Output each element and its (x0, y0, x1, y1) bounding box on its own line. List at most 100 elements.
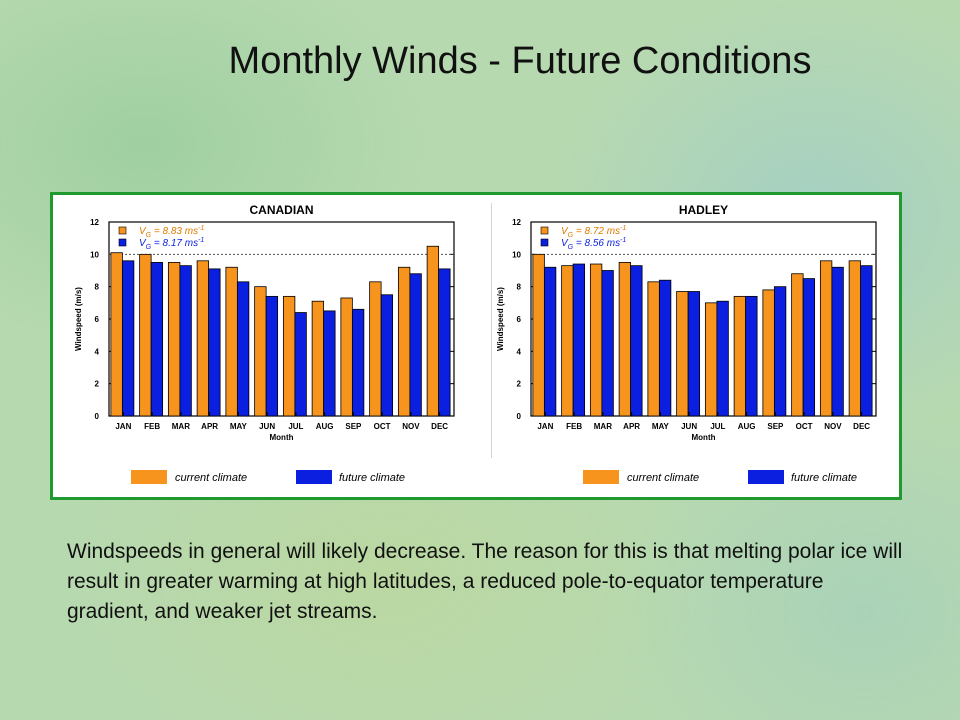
bar-current-aug (311, 300, 325, 417)
bar-current-mar (589, 263, 603, 417)
chart-title: CANADIAN (250, 203, 314, 217)
bar-future-jul (716, 300, 729, 417)
bar-future-jun (687, 291, 701, 417)
bar-future-aug (323, 310, 336, 417)
bar-current-apr (618, 262, 632, 417)
y-tick-label: 12 (90, 218, 99, 227)
y-tick-label: 4 (517, 347, 522, 356)
chart-title: HADLEY (679, 203, 728, 217)
chart-canadian: CANADIAN 0 2 4 6 8 10 12 Windspeed (m/s) JAN FEB MA… (74, 203, 455, 484)
x-tick-label: JAN (115, 422, 131, 431)
x-tick-label: AUG (316, 422, 334, 431)
bar-future-feb (572, 263, 586, 417)
y-tick-label: 6 (95, 315, 100, 324)
bar-current-may (647, 281, 660, 417)
x-tick-label: NOV (824, 422, 842, 431)
x-tick-label: JUL (710, 422, 725, 431)
bar-future-jul (294, 312, 307, 417)
y-tick-label: 2 (95, 380, 100, 389)
legend-swatch-future (296, 470, 332, 484)
x-tick-label: JAN (537, 422, 553, 431)
annotation-text: VG = 8.72 ms-1 (561, 225, 626, 239)
bar-current-oct (369, 281, 382, 417)
bar-current-may (225, 266, 238, 417)
y-tick-label: 8 (95, 283, 100, 292)
y-tick-label: 4 (95, 347, 100, 356)
y-tick-label: 6 (517, 315, 522, 324)
bar-current-feb (139, 253, 152, 417)
bar-future-dec (860, 265, 873, 417)
bar-future-may (658, 279, 672, 417)
bar-current-jul (282, 295, 296, 417)
bar-current-apr (196, 260, 210, 417)
bar-current-nov (819, 260, 833, 417)
x-tick-label: SEP (345, 422, 362, 431)
annotation-text: VG = 8.17 ms-1 (139, 237, 204, 251)
bar-current-mar (167, 262, 181, 417)
legend-swatch-future (748, 470, 784, 484)
x-tick-label: APR (623, 422, 640, 431)
chart-panel: CANADIAN 0 2 4 6 8 10 12 Windspeed (m/s) JAN FEB MA… (50, 192, 902, 500)
bar-current-sep (340, 297, 353, 417)
y-tick-label: 2 (517, 380, 522, 389)
x-tick-label: MAR (594, 422, 612, 431)
bar-future-nov (409, 273, 422, 417)
bar-current-dec (426, 245, 440, 417)
x-tick-label: NOV (402, 422, 420, 431)
bar-future-jun (265, 295, 279, 417)
bar-future-jan (121, 260, 135, 417)
bar-future-nov (831, 266, 844, 417)
bar-current-sep (762, 289, 775, 417)
x-tick-label: JUN (259, 422, 275, 431)
x-tick-label: FEB (144, 422, 160, 431)
legend-label-future: future climate (339, 472, 405, 484)
annotation-swatch (118, 238, 127, 247)
bar-current-jun (676, 291, 689, 417)
x-tick-label: AUG (738, 422, 756, 431)
bar-current-jul (704, 302, 718, 417)
x-tick-label: OCT (374, 422, 391, 431)
y-tick-label: 12 (512, 218, 521, 227)
body-text: Windspeeds in general will likely decrea… (67, 540, 903, 623)
legend-label-current: current climate (175, 472, 247, 484)
y-tick-label: 8 (517, 283, 522, 292)
bar-current-oct (791, 273, 804, 417)
annotation-swatch (118, 226, 127, 235)
annotation-swatch (540, 226, 549, 235)
x-tick-label: MAY (230, 422, 248, 431)
y-axis-label: Windspeed (m/s) (496, 287, 505, 351)
bar-current-jan (532, 253, 545, 417)
x-tick-label: SEP (767, 422, 784, 431)
bar-future-apr (208, 268, 221, 417)
bar-future-mar (179, 265, 192, 417)
legend-swatch-current (131, 470, 167, 484)
bar-future-sep (351, 308, 365, 417)
bar-future-mar (601, 270, 614, 417)
bar-future-sep (773, 286, 787, 417)
annotation-text: VG = 8.83 ms-1 (139, 225, 204, 239)
bar-current-nov (397, 266, 411, 417)
y-axis-label: Windspeed (m/s) (74, 287, 83, 351)
legend-swatch-current (583, 470, 619, 484)
legend-label-future: future climate (791, 472, 857, 484)
bar-current-aug (733, 295, 747, 417)
y-tick-label: 10 (512, 250, 521, 259)
charts-svg: CANADIAN 0 2 4 6 8 10 12 Windspeed (m/s) JAN FEB MA… (74, 203, 877, 484)
bar-current-jan (110, 252, 123, 417)
bar-future-dec (438, 268, 451, 417)
x-tick-label: MAR (172, 422, 190, 431)
legend-label-current: current climate (627, 472, 699, 484)
x-axis-label: Month (270, 433, 294, 442)
bar-future-aug (745, 295, 758, 417)
bar-current-dec (848, 260, 862, 417)
bar-future-oct (380, 294, 394, 417)
bar-future-jan (543, 266, 557, 417)
slide-title: Monthly Winds - Future Conditions (228, 40, 812, 82)
annotation-swatch (540, 238, 549, 247)
bar-future-feb (150, 262, 164, 417)
chart-divider (491, 203, 492, 458)
y-tick-label: 0 (517, 412, 522, 421)
x-tick-label: DEC (431, 422, 448, 431)
x-tick-label: FEB (566, 422, 582, 431)
x-tick-label: OCT (796, 422, 813, 431)
